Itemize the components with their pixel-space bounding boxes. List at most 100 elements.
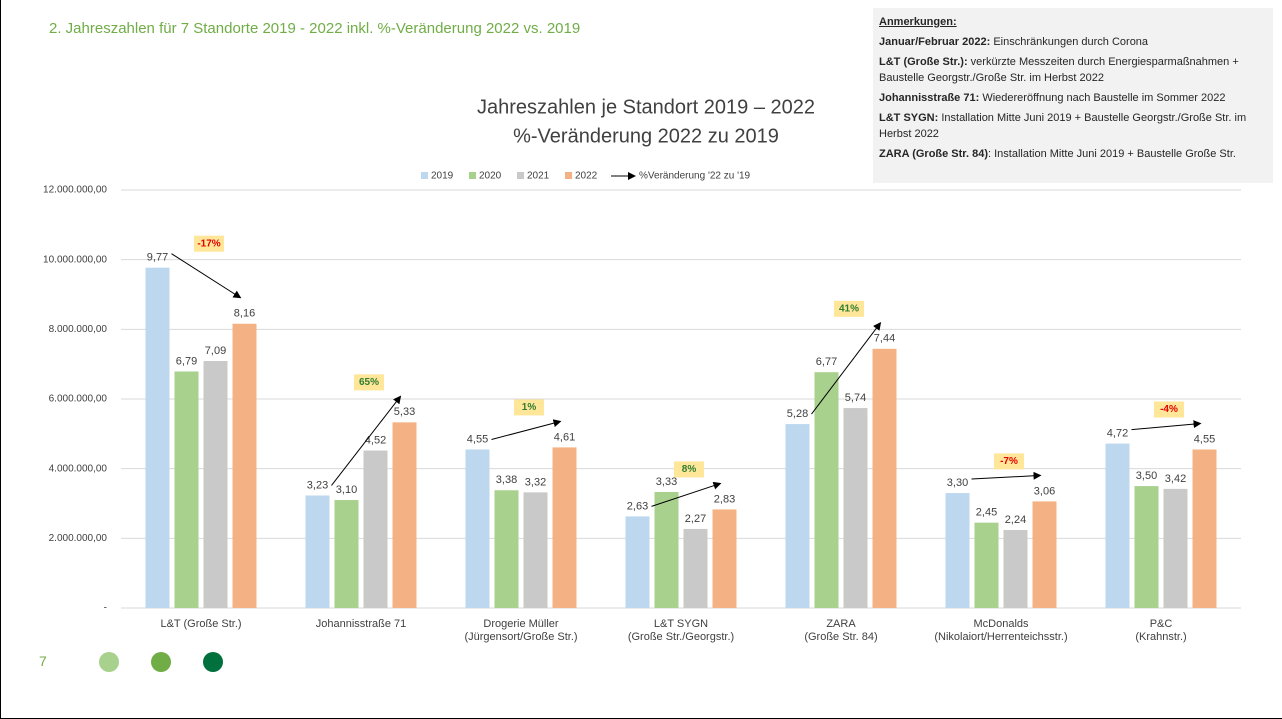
bar bbox=[1105, 443, 1130, 608]
data-label: 6,77 bbox=[816, 356, 837, 368]
y-tick-label: 6.000.000,00 bbox=[49, 394, 108, 405]
data-label: 9,77 bbox=[147, 252, 168, 264]
data-label: 5,74 bbox=[845, 392, 866, 404]
bar bbox=[785, 424, 810, 608]
bar bbox=[683, 528, 708, 608]
change-arrow bbox=[971, 471, 1042, 480]
data-label: 4,72 bbox=[1107, 427, 1128, 439]
change-label: -17% bbox=[197, 238, 220, 249]
note-text: Wiedereröffnung nach Baustelle im Sommer… bbox=[979, 92, 1226, 104]
bar bbox=[1163, 488, 1188, 608]
note-text: verkürzte Messzeiten durch Energiesparma… bbox=[879, 56, 1239, 84]
bar bbox=[1032, 501, 1057, 608]
legend-label: 2020 bbox=[479, 171, 502, 182]
dot bbox=[203, 652, 223, 672]
page-number: 7 bbox=[39, 653, 47, 669]
data-label: 4,61 bbox=[554, 431, 575, 443]
note-text: : Installation Mitte Juni 2019 + Baustel… bbox=[988, 148, 1236, 160]
data-label: 3,42 bbox=[1165, 473, 1186, 485]
change-arrow bbox=[811, 322, 882, 415]
change-box bbox=[834, 300, 864, 317]
note-label: Januar/Februar 2022: bbox=[879, 36, 991, 48]
data-label: 7,44 bbox=[874, 333, 895, 345]
x-tick-label: L&T SYGN (Große Str./Georgstr.) bbox=[627, 618, 735, 643]
bar bbox=[945, 493, 970, 608]
notes: Anmerkungen: Januar/Februar 2022: Einsch… bbox=[873, 8, 1273, 183]
change-label: 1% bbox=[522, 402, 537, 413]
note: Johannisstraße 71: Wiedereröffnung nach … bbox=[879, 90, 1267, 106]
change-arrow bbox=[331, 395, 402, 486]
note: L&T SYGN: Installation Mitte Juni 2019 +… bbox=[879, 110, 1267, 142]
change-label: 65% bbox=[359, 377, 379, 388]
change-arrow bbox=[651, 481, 722, 507]
change-box bbox=[1154, 401, 1184, 418]
legend-swatch bbox=[517, 172, 524, 179]
bar bbox=[145, 267, 170, 608]
bar bbox=[1134, 486, 1159, 608]
data-label: 8,16 bbox=[234, 308, 255, 320]
bar bbox=[872, 348, 897, 608]
bar bbox=[843, 408, 868, 608]
legend-label: 2021 bbox=[527, 171, 550, 182]
note: Januar/Februar 2022: Einschränkungen dur… bbox=[879, 34, 1267, 50]
data-label: 2,27 bbox=[685, 513, 706, 525]
data-label: 3,06 bbox=[1034, 485, 1055, 497]
note-label: Johannisstraße 71: bbox=[879, 92, 980, 104]
data-label: 2,63 bbox=[627, 500, 648, 512]
note-text: Installation Mitte Juni 2019 + Baustelle… bbox=[879, 112, 1247, 140]
data-label: 3,32 bbox=[525, 476, 546, 488]
data-label: 4,52 bbox=[365, 434, 386, 446]
slide-title: 2. Jahreszahlen für 7 Standorte 2019 - 2… bbox=[49, 20, 581, 37]
bar bbox=[363, 450, 388, 608]
data-label: 3,30 bbox=[947, 477, 968, 489]
data-label: 2,45 bbox=[976, 507, 997, 519]
change-label: -7% bbox=[1000, 456, 1018, 467]
data-label: 2,24 bbox=[1005, 514, 1026, 526]
dot bbox=[151, 652, 171, 672]
data-label: 5,33 bbox=[394, 406, 415, 418]
legend-swatch bbox=[565, 172, 572, 179]
bar bbox=[625, 516, 650, 608]
data-label: 7,09 bbox=[205, 345, 226, 357]
change-arrow bbox=[1131, 420, 1202, 431]
x-tick-label: L&T (Große Str.) bbox=[160, 618, 242, 630]
note-text: Einschränkungen durch Corona bbox=[990, 36, 1149, 48]
bar bbox=[494, 490, 519, 608]
change-box bbox=[514, 399, 544, 416]
change-label: 41% bbox=[839, 303, 859, 314]
bar bbox=[334, 500, 359, 608]
bar bbox=[203, 361, 228, 608]
bar bbox=[974, 522, 999, 608]
x-tick-label: Drogerie Müller (Jürgensort/Große Str.) bbox=[464, 618, 578, 643]
x-tick-label: McDonalds (Nikolaiort/Herrenteichsstr.) bbox=[934, 618, 1068, 643]
x-tick-label: ZARA (Große Str. 84) bbox=[804, 618, 878, 643]
data-label: 6,79 bbox=[176, 355, 197, 367]
note-label: ZARA (Große Str. 84) bbox=[879, 148, 988, 160]
bar bbox=[552, 447, 577, 608]
dot bbox=[99, 652, 119, 672]
change-arrow bbox=[171, 253, 242, 299]
note: ZARA (Große Str. 84): Installation Mitte… bbox=[879, 146, 1267, 162]
legend-label: 2022 bbox=[575, 171, 598, 182]
x-tick-label: Johannisstraße 71 bbox=[315, 618, 407, 630]
y-tick-label: 2.000.000,00 bbox=[49, 533, 108, 544]
bar bbox=[232, 323, 257, 608]
bar bbox=[174, 371, 199, 608]
y-tick-label: 12.000.000,00 bbox=[43, 185, 107, 196]
data-label: 3,33 bbox=[656, 476, 677, 488]
chart-title: Jahreszahlen je Standort 2019 – 2022 bbox=[477, 96, 815, 118]
notes-heading: Anmerkungen: bbox=[879, 16, 957, 28]
change-box bbox=[354, 374, 384, 391]
bar bbox=[712, 509, 737, 608]
data-label: 2,83 bbox=[714, 493, 735, 505]
data-label: 4,55 bbox=[467, 433, 488, 445]
bar bbox=[654, 492, 679, 608]
data-label: 5,28 bbox=[787, 408, 808, 420]
data-label: 3,50 bbox=[1136, 470, 1157, 482]
data-label: 3,10 bbox=[336, 484, 357, 496]
bar bbox=[392, 422, 417, 608]
y-tick-label: 8.000.000,00 bbox=[49, 324, 108, 335]
data-label: 3,38 bbox=[496, 474, 517, 486]
change-label: -4% bbox=[1160, 404, 1178, 415]
